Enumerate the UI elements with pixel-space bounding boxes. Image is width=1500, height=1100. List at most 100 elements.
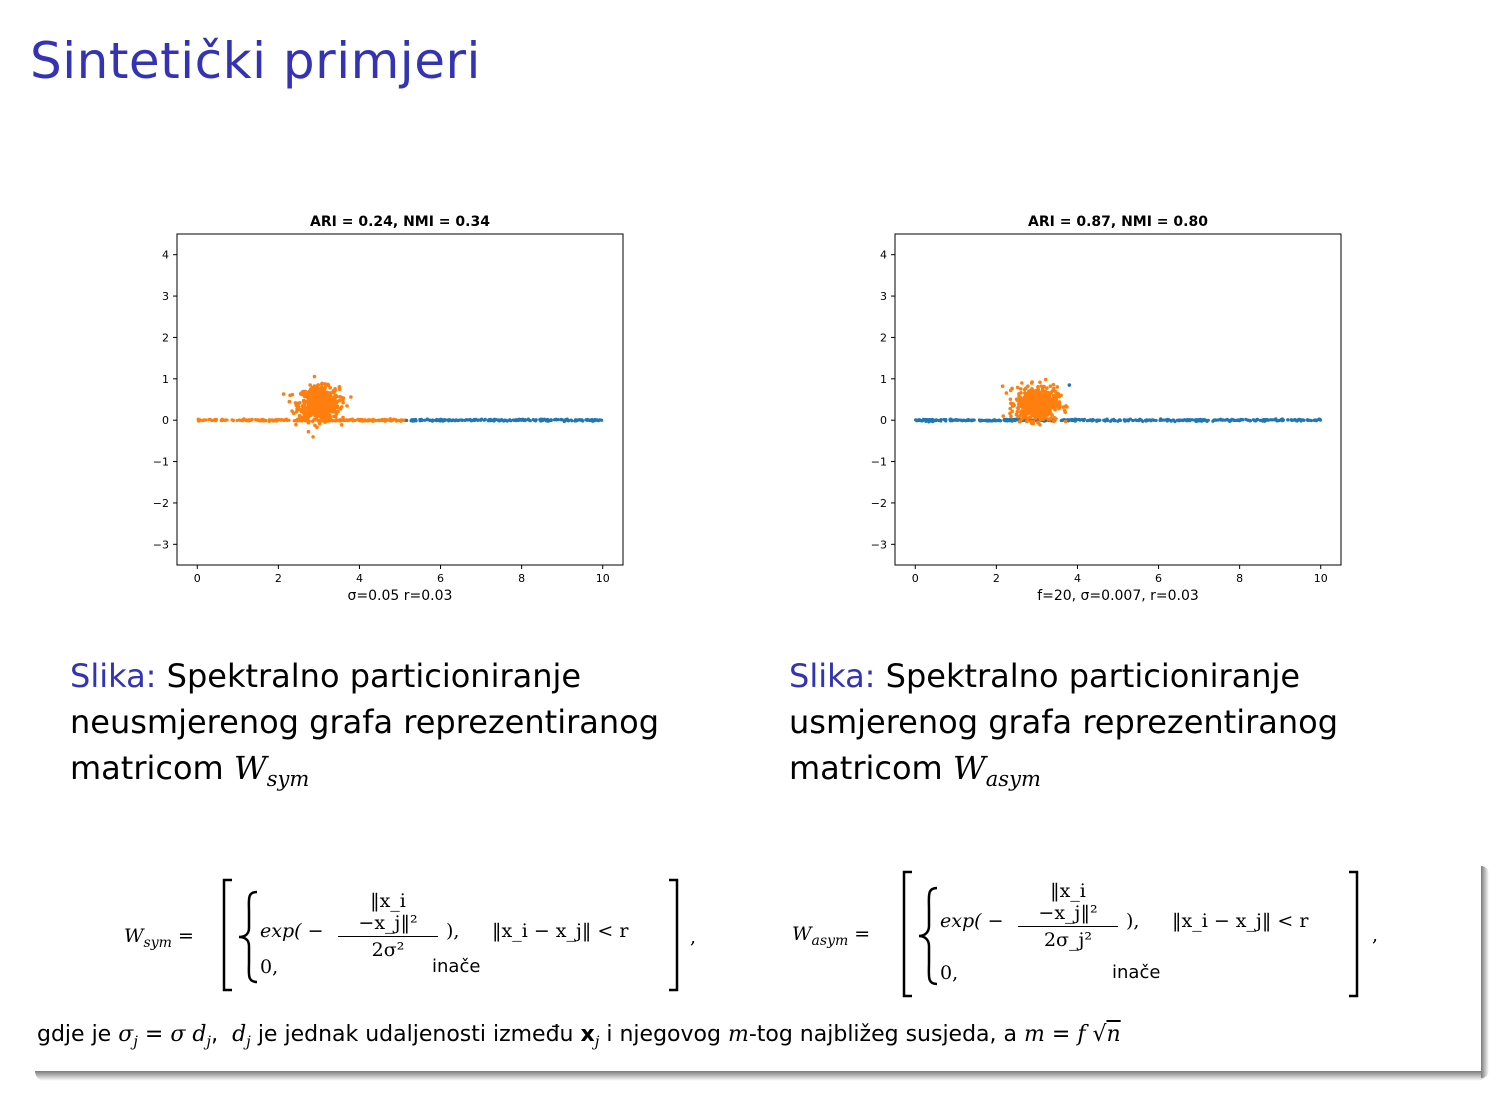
data-point <box>1212 418 1217 422</box>
data-point <box>297 414 302 418</box>
data-point <box>290 392 295 397</box>
data-point <box>1237 418 1241 422</box>
data-point <box>1010 386 1014 391</box>
x-tick-label: 10 <box>596 572 610 585</box>
data-point <box>1009 414 1013 419</box>
data-point <box>306 429 311 434</box>
data-point <box>585 417 590 422</box>
data-point <box>522 418 526 422</box>
data-point <box>324 416 328 421</box>
data-point <box>918 418 922 422</box>
data-point <box>308 387 313 392</box>
data-point <box>320 381 324 386</box>
condition: ‖x_i − x_j‖ < r <box>1172 910 1309 932</box>
data-point <box>1028 415 1033 420</box>
data-point <box>456 419 460 423</box>
data-point <box>1035 401 1039 406</box>
data-point <box>1041 417 1046 421</box>
data-point <box>954 417 958 422</box>
data-point <box>300 404 305 408</box>
data-point <box>1197 418 1201 423</box>
data-point <box>296 417 301 421</box>
data-point <box>1036 387 1040 392</box>
data-point <box>509 419 513 423</box>
data-point <box>1025 391 1030 396</box>
data-point <box>1126 418 1130 422</box>
data-point <box>1024 419 1029 424</box>
data-point <box>1008 406 1012 411</box>
scatter-chart-right: ARI = 0.87, NMI = 0.80 0 2 4 6 8 10 −3 −2 −1 0 1 2 3 4… <box>871 214 1342 604</box>
data-point <box>1192 418 1197 422</box>
data-point <box>349 395 353 399</box>
data-point <box>997 418 1001 422</box>
data-point <box>985 419 989 423</box>
data-point <box>1314 418 1318 422</box>
data-point <box>315 393 320 398</box>
data-point <box>314 411 319 416</box>
x-tick-label: 8 <box>1236 572 1243 585</box>
data-point <box>1263 418 1267 422</box>
else-case: inače <box>1112 962 1161 983</box>
data-point <box>453 419 457 423</box>
left-bracket-icon <box>222 878 232 992</box>
data-point <box>1185 418 1190 422</box>
data-point <box>287 399 292 404</box>
data-point <box>569 418 573 422</box>
fraction-numerator: ‖x_i −x_j‖² <box>338 890 438 937</box>
data-point <box>338 406 343 411</box>
data-point <box>1299 418 1303 422</box>
data-point <box>328 397 332 401</box>
data-point <box>1118 418 1122 423</box>
y-tick-label: 3 <box>880 290 887 303</box>
data-point <box>1090 419 1094 423</box>
data-point <box>1056 403 1061 408</box>
data-point <box>312 399 316 403</box>
data-point <box>1023 398 1028 402</box>
footnote-text: -tog najbližeg susjeda, a <box>748 1022 1018 1047</box>
data-point <box>402 418 406 422</box>
data-point <box>502 418 506 423</box>
data-point <box>477 418 481 422</box>
data-point <box>1059 393 1063 398</box>
data-point <box>1244 417 1248 421</box>
data-point <box>1144 419 1148 423</box>
data-point <box>197 419 201 423</box>
fraction-denominator: 2σ² <box>371 939 405 961</box>
right-bracket-icon <box>669 878 679 992</box>
data-point <box>360 418 365 422</box>
data-point <box>1019 390 1023 395</box>
data-point <box>287 418 291 422</box>
data-point <box>1173 420 1177 424</box>
data-point <box>1060 418 1064 422</box>
data-point <box>980 418 985 423</box>
data-point <box>1286 418 1290 422</box>
y-tick-label: 2 <box>162 331 169 344</box>
data-point <box>1022 401 1026 406</box>
data-point <box>562 419 566 424</box>
data-point <box>539 419 543 423</box>
data-point <box>1015 417 1019 422</box>
data-point <box>1134 418 1139 423</box>
data-point <box>1037 415 1042 420</box>
data-point <box>399 418 403 422</box>
data-point <box>339 423 344 427</box>
caption-text: Spektralno particioniranje <box>166 657 582 695</box>
footnote-text: je jednak udaljenosti između <box>257 1022 574 1047</box>
data-point <box>356 418 361 422</box>
data-point <box>1248 419 1252 423</box>
formula-wsym: Wsym = exp( − ‖x_i −x_j‖² 2σ² ), ‖x_i − … <box>120 870 720 1000</box>
fraction-denominator: 2σ_j² <box>1043 929 1093 951</box>
data-point <box>231 419 235 423</box>
data-point <box>1002 418 1006 422</box>
data-point <box>242 417 246 421</box>
data-point <box>1274 417 1278 421</box>
fraction-numerator: ‖x_i −x_j‖² <box>1018 880 1118 927</box>
data-point <box>1009 418 1013 422</box>
formula-lhs-sub: asym <box>811 932 849 949</box>
data-point <box>368 418 372 422</box>
data-point <box>1087 418 1091 422</box>
data-point <box>333 393 338 397</box>
data-point <box>1008 397 1013 402</box>
data-point <box>1038 422 1042 427</box>
data-point <box>316 386 320 390</box>
